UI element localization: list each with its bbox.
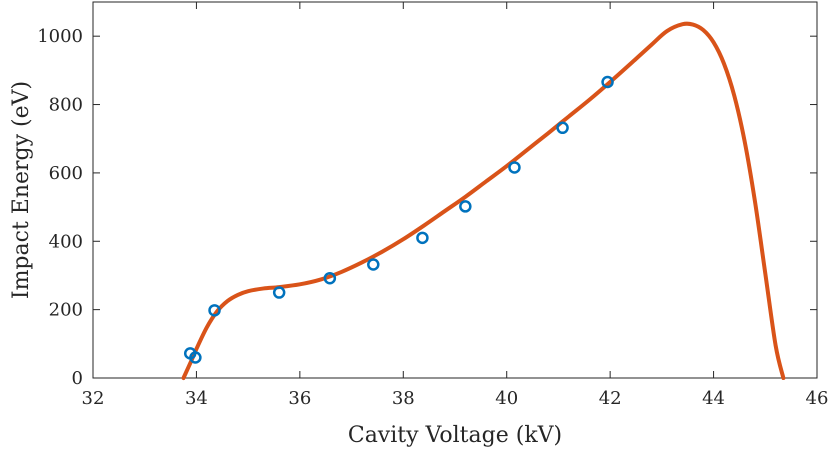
data-point [459, 200, 472, 213]
data-point [323, 271, 337, 285]
x-tick-label: 36 [288, 388, 311, 409]
axes-frame [92, 1, 818, 379]
y-tick-label: 800 [49, 95, 83, 116]
data-point [208, 304, 221, 317]
series-layer [181, 21, 786, 380]
x-tick-label: 42 [599, 388, 622, 409]
y-tick-label: 0 [72, 368, 83, 389]
y-tick-label: 200 [49, 300, 83, 321]
x-axis-label: Cavity Voltage (kV) [348, 423, 562, 448]
x-tick-label: 38 [392, 388, 415, 409]
data-point [508, 161, 521, 174]
y-axis-label: Impact Energy (eV) [9, 81, 34, 299]
x-tick-label: 46 [806, 388, 829, 409]
x-tick-label: 32 [82, 388, 105, 409]
data-point [556, 121, 569, 135]
y-tick-label: 600 [49, 163, 83, 184]
x-tick-label: 34 [185, 388, 208, 409]
y-tick-label: 400 [49, 231, 83, 252]
data-point [601, 75, 614, 89]
plot-area [92, 1, 818, 379]
data-point [189, 351, 202, 364]
x-tick-label: 44 [702, 388, 725, 409]
data-point [367, 258, 380, 271]
fit-curve-line [181, 21, 786, 380]
x-tick-label: 40 [495, 388, 518, 409]
tick-layer: 32 34 36 38 40 42 44 46 0 200 400 600 800 1000 [37, 2, 828, 409]
data-point [416, 231, 429, 245]
y-tick-label: 1000 [37, 26, 83, 47]
data-point [272, 286, 286, 299]
